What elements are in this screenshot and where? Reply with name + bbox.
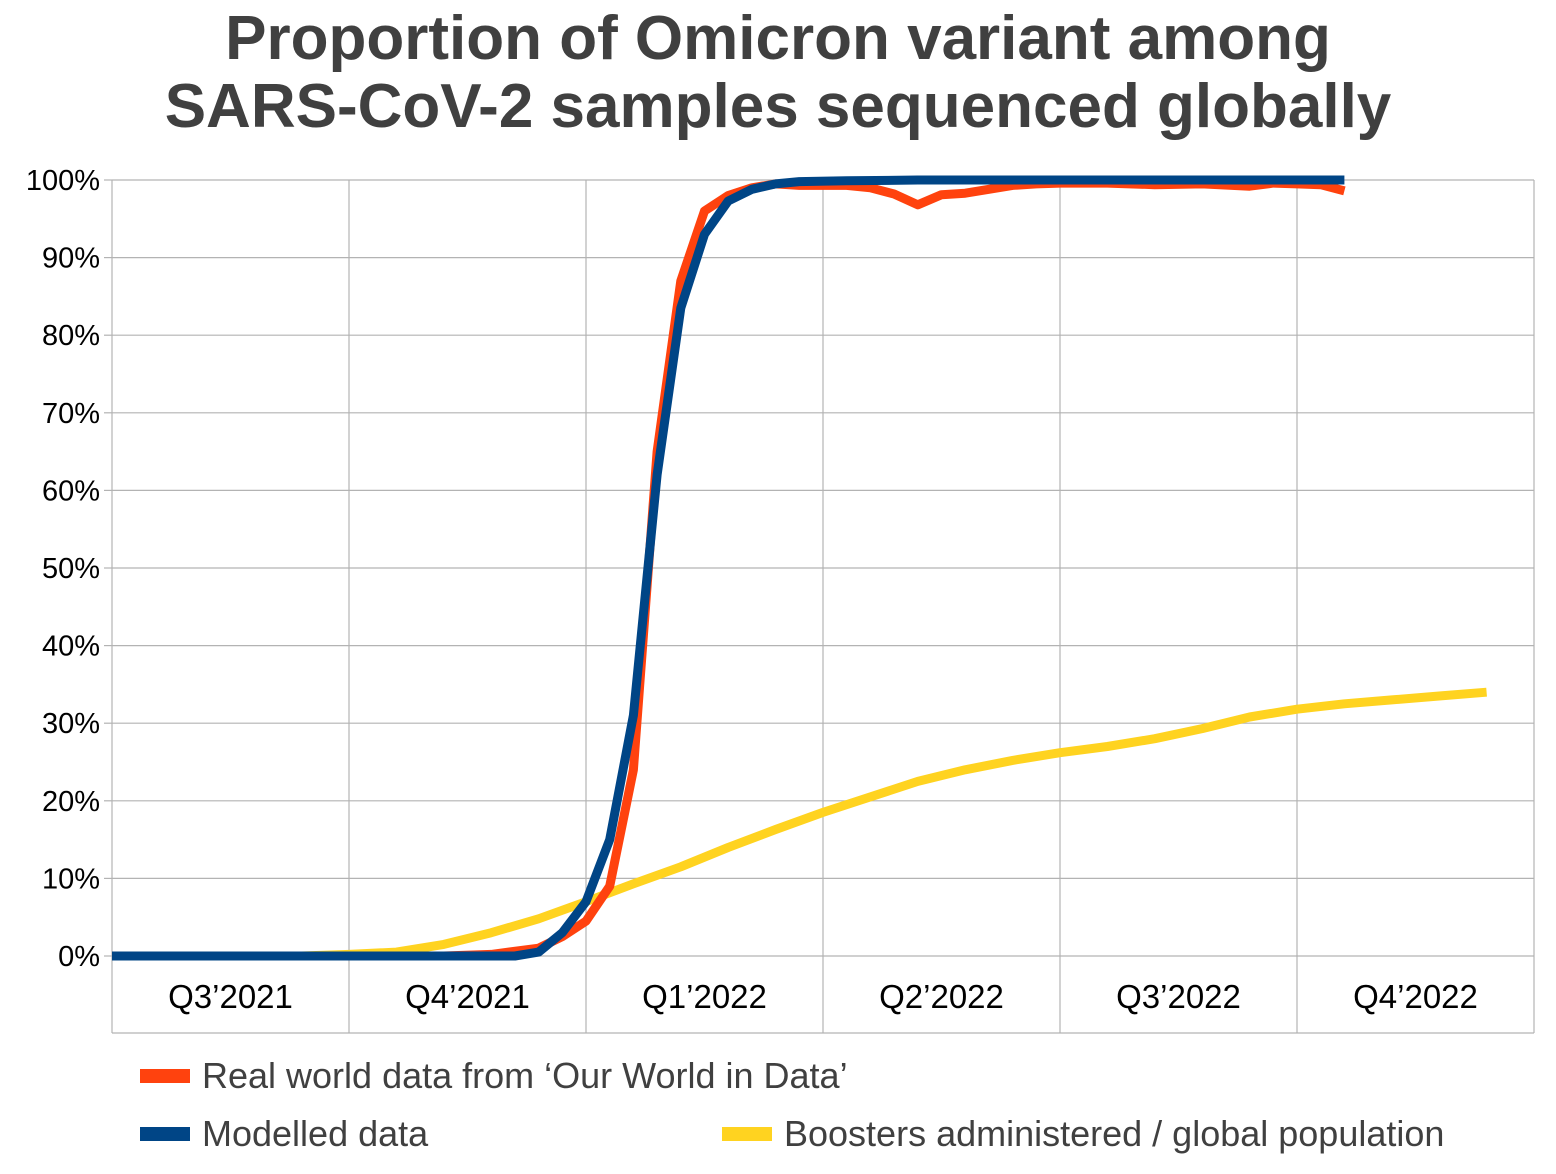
y-tick-label: 80% [42,320,100,352]
series-line-real-world [112,178,1346,961]
y-tick-label: 60% [42,475,100,507]
x-tick-label: Q2’2022 [879,978,1004,1015]
y-tick-label: 10% [42,863,100,895]
y-tick-label: 90% [42,243,100,275]
legend-label: Modelled data [202,1113,429,1154]
legend: Real world data from ‘Our World in Data’… [140,1055,1444,1154]
y-tick-label: 100% [26,165,100,197]
y-tick-label: 20% [42,786,100,818]
y-tick-label: 30% [42,708,100,740]
chart-title-line-2: SARS-CoV-2 samples sequenced globally [164,72,1392,141]
y-tick-label: 0% [58,941,100,973]
x-tick-label: Q4’2021 [405,978,530,1015]
y-tick-label: 70% [42,398,100,430]
x-tick-label: Q1’2022 [642,978,767,1015]
y-tick-label: 40% [42,631,100,663]
y-tick-label: 50% [42,553,100,585]
series-lines [112,175,1487,961]
x-tick-label: Q4’2022 [1353,978,1478,1015]
x-tick-label: Q3’2022 [1116,978,1241,1015]
x-tick-label: Q3’2021 [168,978,293,1015]
legend-label: Real world data from ‘Our World in Data’ [202,1055,848,1096]
grid [104,179,1535,1034]
y-axis-ticks: 0% 10% 20% 30% 40% 50% 60% 70% 80% 90% 100% [26,165,100,973]
series-line-boosters [112,687,1487,961]
legend-label: Boosters administered / global populatio… [784,1113,1444,1154]
legend-swatch [722,1127,772,1141]
x-axis-ticks: Q3’2021 Q4’2021 Q1’2022 Q2’2022 Q3’2022 Q4’20… [168,978,1478,1015]
legend-swatch [140,1069,190,1083]
legend-swatch [140,1127,190,1141]
series-line-modelled [112,175,1345,961]
chart-title-line-1: Proportion of Omicron variant among [225,4,1331,73]
